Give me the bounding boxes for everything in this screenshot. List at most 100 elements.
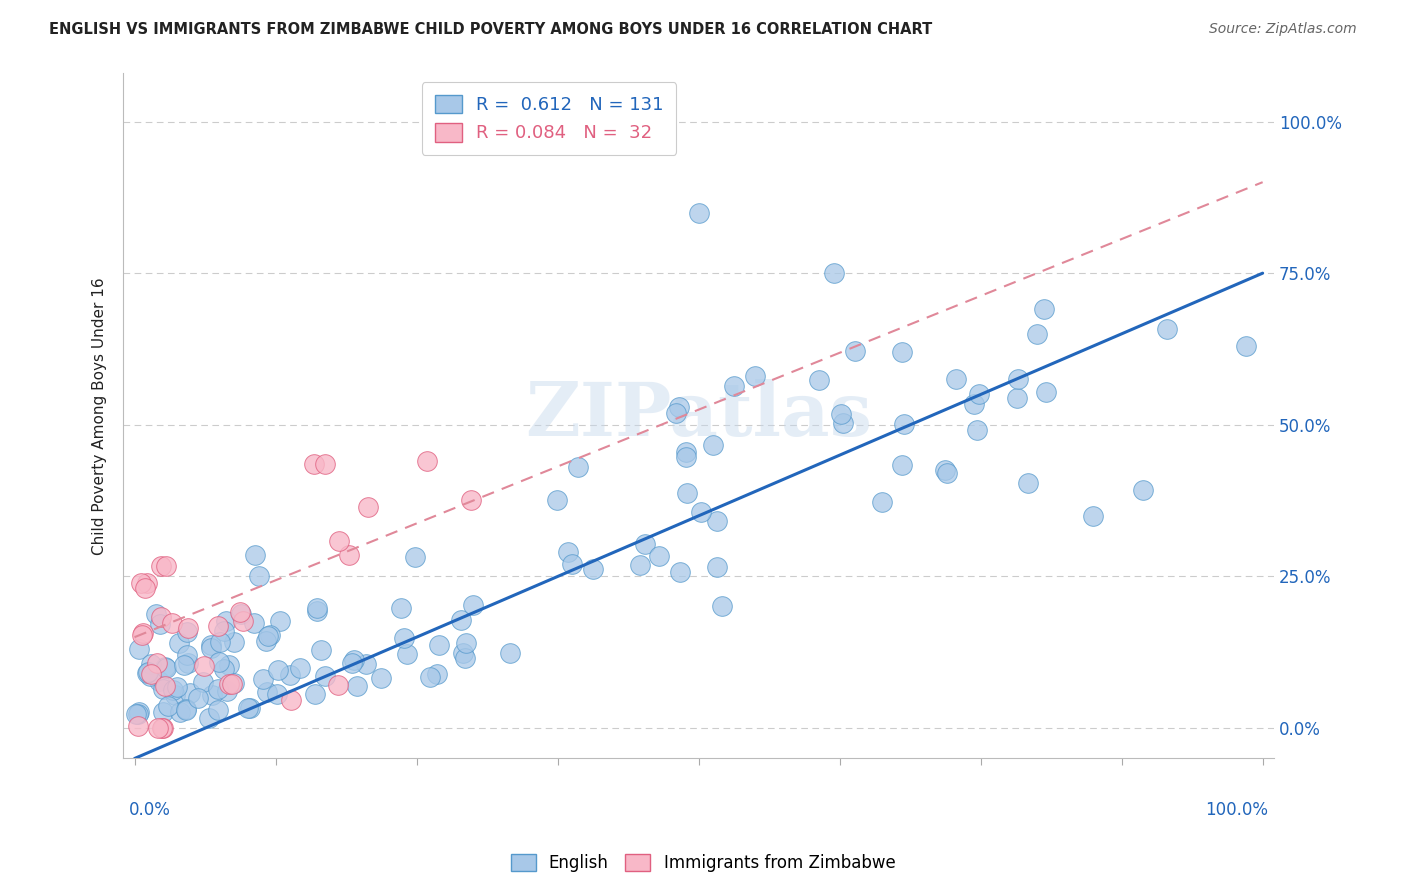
Point	[239, 701, 262, 715]
Point	[155, 661, 177, 675]
Point	[167, 636, 190, 650]
Point	[456, 635, 478, 649]
Y-axis label: Child Poverty Among Boys Under 16: Child Poverty Among Boys Under 16	[93, 277, 107, 555]
Point	[370, 671, 392, 685]
Point	[149, 610, 172, 624]
Point	[267, 664, 290, 678]
Point	[252, 672, 274, 686]
Point	[214, 624, 236, 638]
Point	[201, 688, 224, 702]
Point	[328, 678, 350, 692]
Point	[207, 703, 229, 717]
Point	[208, 635, 231, 649]
Point	[232, 615, 254, 629]
Point	[174, 703, 197, 717]
Point	[328, 534, 350, 549]
Point	[304, 687, 326, 701]
Point	[131, 628, 153, 642]
Point	[1035, 385, 1057, 400]
Point	[309, 643, 332, 657]
Point	[236, 700, 259, 714]
Point	[228, 605, 250, 619]
Point	[450, 613, 472, 627]
Point	[354, 657, 377, 672]
Legend: English, Immigrants from Zimbabwe: English, Immigrants from Zimbabwe	[503, 847, 903, 879]
Point	[160, 615, 183, 630]
Point	[193, 675, 215, 690]
Point	[193, 658, 215, 673]
Point	[711, 599, 734, 613]
Point	[177, 657, 200, 671]
Point	[1017, 475, 1039, 490]
Point	[832, 416, 855, 430]
Point	[404, 550, 426, 565]
Point	[314, 457, 336, 471]
Point	[808, 373, 831, 387]
Point	[165, 688, 187, 702]
Point	[546, 493, 568, 508]
Point	[207, 619, 229, 633]
Point	[134, 581, 156, 595]
Point	[148, 673, 170, 688]
Point	[844, 344, 866, 359]
Point	[200, 638, 222, 652]
Point	[153, 679, 176, 693]
Point	[314, 669, 336, 683]
Point	[669, 566, 692, 580]
Point	[187, 691, 209, 706]
Point	[582, 561, 605, 575]
Point	[567, 459, 589, 474]
Point	[208, 655, 231, 669]
Point	[280, 692, 302, 706]
Point	[967, 387, 990, 401]
Point	[830, 407, 852, 421]
Point	[305, 600, 328, 615]
Point	[302, 457, 325, 471]
Point	[426, 667, 449, 681]
Point	[176, 625, 198, 640]
Point	[207, 681, 229, 696]
Point	[934, 463, 956, 477]
Point	[135, 665, 157, 680]
Point	[307, 604, 329, 618]
Point	[198, 711, 221, 725]
Point	[499, 646, 522, 660]
Point	[222, 635, 245, 649]
Point	[152, 721, 174, 735]
Point	[290, 661, 312, 675]
Point	[155, 558, 177, 573]
Point	[702, 438, 724, 452]
Point	[935, 467, 957, 481]
Point	[346, 679, 368, 693]
Point	[1032, 301, 1054, 316]
Point	[136, 576, 159, 591]
Point	[131, 626, 153, 640]
Point	[242, 615, 264, 630]
Point	[744, 369, 766, 384]
Point	[221, 676, 243, 690]
Point	[217, 683, 239, 698]
Point	[893, 417, 915, 431]
Point	[257, 629, 280, 643]
Point	[419, 670, 441, 684]
Point	[391, 601, 413, 615]
Point	[396, 647, 419, 661]
Point	[146, 721, 169, 735]
Point	[125, 707, 148, 722]
Point	[1132, 483, 1154, 497]
Text: ZIPatlas: ZIPatlas	[524, 379, 872, 452]
Point	[146, 656, 169, 670]
Point	[823, 266, 845, 280]
Point	[169, 705, 191, 719]
Text: 0.0%: 0.0%	[129, 801, 170, 819]
Point	[945, 372, 967, 386]
Point	[166, 680, 188, 694]
Point	[460, 493, 482, 508]
Point	[1007, 372, 1029, 386]
Text: Source: ZipAtlas.com: Source: ZipAtlas.com	[1209, 22, 1357, 37]
Point	[176, 648, 198, 663]
Point	[127, 719, 149, 733]
Point	[1083, 508, 1105, 523]
Point	[128, 641, 150, 656]
Point	[269, 615, 291, 629]
